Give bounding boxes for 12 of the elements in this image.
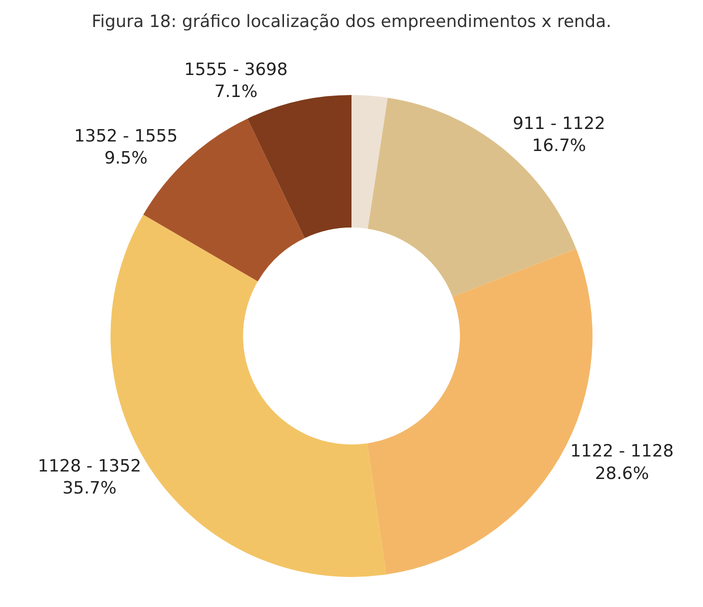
donut-slice	[352, 95, 388, 229]
data-label: 28.6%	[594, 464, 649, 484]
slice-label: 1555 - 3698	[184, 60, 288, 80]
data-label: 16.7%	[532, 136, 586, 156]
slice-label: 1352 - 1555	[74, 126, 178, 146]
slice-label: 1122 - 1128	[570, 442, 674, 462]
slice-label: 911 - 1122	[512, 114, 606, 134]
slice-label: 1128 - 1352	[38, 456, 142, 476]
chart-title: Figura 18: gráfico localização dos empreendimentos x renda.	[92, 12, 612, 32]
data-label: 9.5%	[104, 148, 148, 168]
data-label: 7.1%	[214, 82, 258, 102]
data-label: 35.7%	[62, 478, 116, 498]
